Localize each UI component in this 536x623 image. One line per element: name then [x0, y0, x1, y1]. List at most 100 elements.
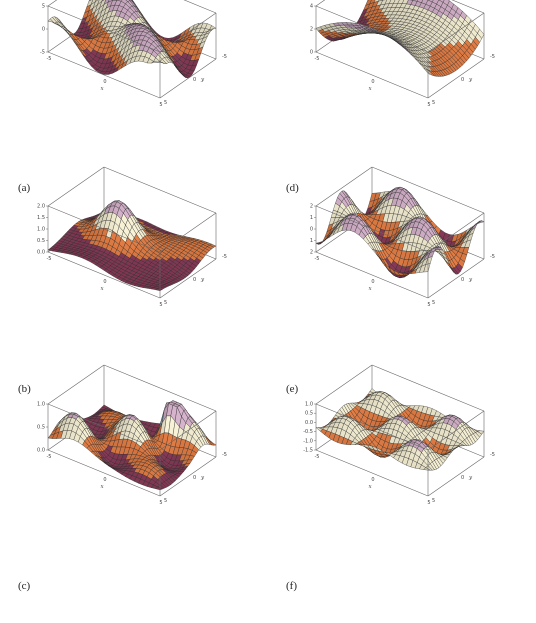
- x-tick-label: -5: [315, 56, 320, 62]
- box-edge: [159, 410, 217, 451]
- box-edge: [427, 456, 485, 497]
- x-axis-label: x: [368, 86, 372, 92]
- box-edge: [103, 364, 217, 412]
- y-axis-label: y: [468, 77, 473, 83]
- z-tick-label: 5: [42, 4, 45, 10]
- y-axis-label: y: [200, 475, 205, 481]
- caption-c: (c): [18, 580, 31, 592]
- x-tick-label: -5: [315, 256, 320, 262]
- surface-mesh: [47, 200, 217, 291]
- y-axis-label: y: [468, 475, 473, 481]
- z-tick-label: 0.5: [305, 411, 313, 417]
- z-tick-label: -5: [40, 50, 45, 56]
- x-tick-label: 0: [103, 279, 106, 285]
- x-tick-label: 5: [427, 302, 430, 308]
- z-tick-label: -0.5: [303, 429, 313, 435]
- box-edge: [183, 0, 217, 14]
- surface-cell: [423, 68, 431, 75]
- box-edge: [47, 251, 161, 299]
- z-tick-label: 0: [310, 227, 313, 233]
- z-tick-label: 1: [310, 215, 313, 221]
- x-tick-label: -5: [47, 454, 52, 460]
- z-tick-label: 0: [310, 50, 313, 56]
- caption-f: (f): [286, 580, 297, 592]
- box-edge: [315, 364, 373, 405]
- y-axis-label: y: [200, 77, 205, 83]
- box-edge: [47, 403, 161, 451]
- x-tick-label: -5: [47, 56, 52, 62]
- caption-a: (a): [18, 182, 31, 194]
- box-front: [47, 166, 217, 299]
- x-tick-label: -5: [47, 256, 52, 262]
- box-edge: [47, 449, 161, 497]
- box-edge: [159, 456, 217, 497]
- panel-c: 1.0 0.5 0.0 -5 0 5 x 5 0 -5 y (c): [0, 364, 268, 605]
- box-front: [315, 364, 485, 497]
- panel-b: 2.0 1.5 1.0 0.5 0.0 -5 0 5 x 5 0 -5 y (b): [0, 166, 268, 407]
- y-tick-label: 5: [164, 100, 167, 106]
- y-tick-label: -5: [490, 54, 495, 60]
- box-edge: [315, 251, 429, 299]
- y-tick-label: -5: [222, 54, 227, 60]
- x-tick-label: 0: [103, 477, 106, 483]
- y-tick-label: 5: [164, 300, 167, 306]
- y-tick-label: -5: [490, 452, 495, 458]
- z-tick-label: 0.0: [305, 420, 313, 426]
- box-edge: [427, 258, 485, 299]
- surface-mesh: [47, 0, 217, 79]
- z-tick-label: 0.5: [37, 238, 45, 244]
- z-tick-label: -1.0: [303, 438, 313, 444]
- box-edge: [427, 12, 485, 53]
- y-tick-label: 0: [193, 475, 196, 481]
- box-front: [315, 166, 485, 299]
- panel-d: 4 2 0 -5 0 5 x 5 0 -5 y (d): [268, 0, 536, 207]
- box-edge: [427, 58, 485, 99]
- z-tick-label: 4: [310, 4, 313, 10]
- x-axis-label: x: [100, 86, 104, 92]
- box-edge: [451, 0, 485, 14]
- box-edge: [47, 205, 161, 253]
- z-tick-label: -1.5: [303, 448, 313, 454]
- box-edge: [315, 5, 429, 53]
- box-edge: [159, 12, 217, 53]
- z-tick-label: 1.5: [37, 215, 45, 221]
- z-tick-label: 2: [310, 204, 313, 210]
- box-edge: [315, 0, 326, 7]
- surface-cell: [423, 263, 431, 273]
- y-tick-label: 0: [461, 277, 464, 283]
- caption-d: (d): [286, 182, 299, 194]
- surface-cell: [95, 0, 99, 2]
- box-edge: [159, 58, 217, 99]
- surface-cell: [155, 288, 163, 291]
- z-tick-label: 2: [310, 250, 313, 256]
- caption-b: (b): [18, 383, 31, 395]
- box-edge: [103, 166, 217, 214]
- x-tick-label: 5: [427, 500, 430, 506]
- y-tick-label: 0: [461, 475, 464, 481]
- box-edge: [427, 212, 485, 253]
- x-tick-label: 5: [159, 102, 162, 108]
- z-tick-label: 1: [310, 238, 313, 244]
- box-edge: [371, 364, 485, 412]
- box-edge: [315, 449, 429, 497]
- panel-f: 1.0 0.5 0.0 -0.5 -1.0 -1.5 -5 0 5 x 5 0 -5 y (f): [268, 364, 536, 605]
- surface-cell: [155, 486, 163, 491]
- y-tick-label: 5: [432, 100, 435, 106]
- z-tick-label: 0.5: [37, 425, 45, 431]
- surface-mesh: [315, 388, 485, 471]
- x-axis-label: x: [368, 484, 372, 490]
- y-tick-label: -5: [222, 452, 227, 458]
- box-edge: [315, 166, 373, 207]
- y-tick-label: 5: [432, 300, 435, 306]
- z-tick-label: 1.0: [305, 402, 313, 408]
- caption-e: (e): [286, 383, 299, 395]
- y-tick-label: 0: [193, 277, 196, 283]
- x-tick-label: 0: [371, 477, 374, 483]
- surface-mesh: [47, 400, 217, 491]
- y-tick-label: -5: [222, 254, 227, 260]
